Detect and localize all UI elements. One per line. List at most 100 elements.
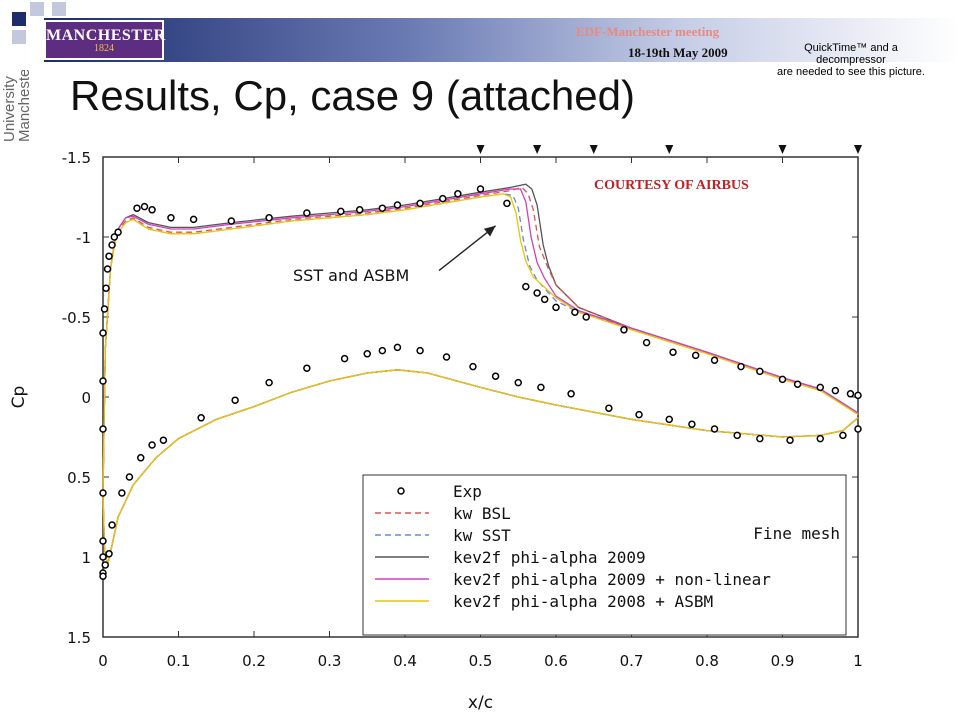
exp-point	[337, 207, 345, 216]
corner-square	[30, 30, 44, 44]
annotation-arrow	[438, 225, 497, 272]
series-line-kw-bsl	[102, 186, 859, 494]
exp-point	[737, 362, 745, 371]
exp-point	[669, 348, 677, 356]
exp-point	[816, 383, 824, 392]
exp-point	[514, 378, 522, 387]
exp-point	[148, 206, 156, 214]
exp-point	[710, 425, 719, 433]
series-line-kw-sst	[102, 193, 859, 494]
quicktime-line: QuickTime™ and a	[804, 42, 898, 54]
exp-point	[197, 414, 205, 422]
exp-point	[605, 404, 613, 412]
exp-point	[552, 303, 560, 312]
exp-point	[854, 391, 862, 400]
series-line-kev2f-asbm	[102, 369, 859, 566]
exp-point	[159, 436, 168, 444]
exp-point	[108, 241, 116, 249]
y-axis-label: Cp	[9, 386, 29, 409]
university-logo: MANCHESTER 1824	[44, 20, 166, 60]
exp-point	[793, 380, 802, 388]
y-tick-label: 0	[81, 389, 91, 407]
x-tick-label: 0.4	[393, 652, 417, 670]
exp-point	[710, 356, 719, 364]
y-tick-label: -1.5	[62, 149, 91, 167]
exp-point	[533, 289, 541, 297]
exp-point	[363, 350, 371, 358]
exp-point	[118, 489, 126, 497]
exp-point	[140, 202, 149, 211]
exp-point	[355, 206, 364, 214]
exp-point	[167, 214, 175, 222]
meeting-date: 18-19th May 2009	[628, 45, 728, 60]
exp-point	[99, 329, 107, 337]
exp-point	[416, 346, 424, 355]
annotation: SST and ASBM	[293, 225, 497, 285]
exp-point	[99, 553, 107, 561]
y-tick-label: 1.5	[67, 629, 91, 647]
exp-point	[476, 185, 485, 193]
exp-point	[733, 431, 741, 440]
exp-point	[786, 436, 794, 444]
exp-point	[442, 353, 451, 361]
meeting-label: EDF-Manchester meeting	[576, 24, 720, 39]
exp-point	[491, 372, 500, 380]
x-tick-label: 0.8	[695, 652, 719, 670]
courtesy-label: COURTESY OF AIRBUS	[594, 178, 749, 193]
exp-point	[227, 217, 236, 225]
exp-point	[99, 425, 107, 433]
exp-point	[378, 204, 387, 212]
exp-point	[778, 375, 787, 384]
x-tick-label: 0.5	[469, 652, 493, 670]
exp-point	[100, 305, 109, 313]
exp-points	[99, 185, 862, 580]
x-tick-label: 0.1	[167, 652, 191, 670]
quicktime-line: are needed to see this picture.	[777, 66, 925, 78]
exp-point	[756, 367, 764, 376]
exp-point	[571, 308, 579, 316]
cp-chart: 0 0.1 0.2 0.3 0.4 0.5 0.6 0.7 0.8 0.9 1 -1.5 -1 -0.5 0…	[9, 145, 863, 713]
vertical-logo-line: Manchester	[16, 70, 32, 142]
legend-label: kev2f phi-alpha 2008 + ASBM	[453, 592, 713, 611]
x-tick-label: 0.2	[242, 652, 266, 670]
exp-point	[231, 396, 239, 404]
exp-point	[114, 228, 122, 236]
exp-point	[265, 214, 273, 222]
exp-point	[137, 454, 145, 462]
exp-point	[148, 441, 156, 449]
exp-point	[416, 199, 424, 208]
logo-text: MANCHESTER	[46, 27, 166, 44]
x-tick-label: 0.9	[771, 652, 795, 670]
triangle-marker	[533, 145, 542, 154]
exp-point	[108, 521, 116, 529]
exp-point	[303, 209, 311, 217]
annotation-arrowhead	[483, 225, 496, 237]
exp-point	[133, 204, 141, 212]
x-tick-label: 1	[853, 652, 863, 670]
vertical-logo-line: University	[1, 76, 18, 142]
exp-point	[635, 410, 643, 419]
exp-point	[816, 434, 824, 443]
legend-note: Fine mesh	[753, 524, 840, 543]
exp-point	[503, 199, 511, 208]
exp-point	[101, 561, 110, 569]
axis-ticks: 0 0.1 0.2 0.3 0.4 0.5 0.6 0.7 0.8 0.9 1 -1.5 -1 -0.5 0…	[62, 149, 863, 670]
exp-point	[756, 434, 764, 443]
legend-label: kw SST	[453, 526, 511, 545]
exp-point	[469, 362, 477, 371]
exp-point	[688, 420, 696, 428]
x-tick-label: 0.7	[620, 652, 644, 670]
exp-point	[537, 383, 545, 392]
logo-year: 1824	[94, 43, 114, 54]
triangle-marker	[476, 145, 485, 154]
exp-point	[189, 215, 198, 224]
exp-point	[340, 354, 349, 363]
exp-point	[642, 338, 651, 347]
exp-point	[99, 489, 107, 497]
exp-point	[110, 233, 119, 241]
exp-point	[567, 390, 575, 398]
exp-point	[99, 537, 107, 545]
header-banner	[44, 18, 960, 62]
exp-point	[454, 190, 462, 198]
exp-point	[691, 351, 700, 360]
